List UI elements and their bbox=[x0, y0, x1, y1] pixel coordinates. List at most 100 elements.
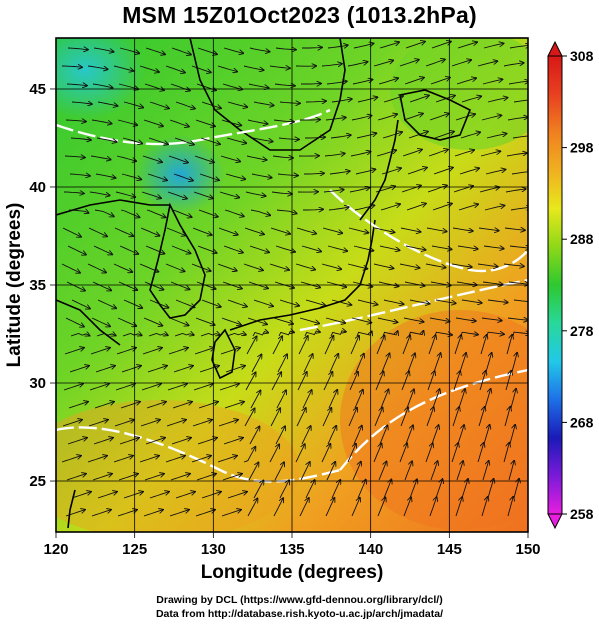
wind-streamline bbox=[455, 114, 475, 121]
x-tick-label: 130 bbox=[201, 541, 226, 558]
wind-streamline bbox=[224, 402, 244, 409]
wind-streamline bbox=[483, 43, 504, 49]
wind-streamline bbox=[139, 263, 158, 272]
wind-streamline bbox=[409, 479, 417, 499]
wind-streamline bbox=[322, 227, 342, 233]
wind-streamline bbox=[199, 173, 219, 180]
wind-streamline bbox=[380, 204, 400, 211]
wind-streamline bbox=[89, 384, 109, 391]
wind-streamline bbox=[353, 426, 362, 445]
wind-streamline bbox=[194, 155, 214, 162]
wind-streamline bbox=[67, 438, 87, 445]
wind-streamline bbox=[227, 299, 247, 307]
wind-streamline bbox=[378, 281, 399, 286]
wind-streamline bbox=[431, 42, 451, 49]
wind-streamline bbox=[66, 474, 86, 481]
wind-streamline bbox=[427, 371, 435, 391]
wind-streamline bbox=[141, 384, 161, 391]
wind-streamline bbox=[454, 335, 461, 355]
x-tick-labels: 120 125 130 135 140 145 150 bbox=[43, 541, 540, 558]
wind-streamline bbox=[119, 438, 139, 445]
wind-streamline bbox=[67, 48, 88, 50]
wind-streamline bbox=[323, 190, 344, 193]
wind-streamline bbox=[197, 47, 217, 54]
wind-streamline bbox=[355, 354, 364, 373]
wind-streamline bbox=[328, 390, 337, 409]
wind-streamline bbox=[116, 155, 136, 161]
wind-streamline bbox=[302, 47, 322, 48]
y-axis-label: Latitude (degrees) bbox=[4, 203, 25, 368]
wind-streamline bbox=[274, 84, 295, 86]
wind-streamline bbox=[148, 137, 168, 144]
wind-streamline bbox=[376, 336, 385, 355]
wind-streamline bbox=[146, 402, 166, 409]
wind-streamline bbox=[508, 282, 528, 284]
wind-streamline bbox=[227, 492, 247, 499]
wind-streamline bbox=[303, 209, 323, 210]
wind-streamline bbox=[272, 156, 293, 158]
wind-streamline bbox=[479, 371, 486, 391]
wind-streamline bbox=[172, 209, 192, 217]
china-coast-north bbox=[56, 199, 170, 216]
wind-streamline bbox=[351, 498, 360, 517]
wind-streamline bbox=[195, 119, 215, 126]
wind-streamline bbox=[331, 299, 351, 305]
wind-streamline bbox=[357, 97, 377, 103]
wind-streamline bbox=[404, 78, 424, 85]
wind-streamline bbox=[244, 227, 264, 234]
wind-streamline bbox=[431, 425, 439, 445]
wind-streamline bbox=[402, 150, 422, 157]
wind-streamline bbox=[217, 65, 237, 72]
wind-streamline bbox=[273, 120, 294, 122]
wind-streamline bbox=[244, 408, 255, 427]
wind-streamline bbox=[270, 227, 290, 234]
wind-streamline bbox=[249, 426, 260, 445]
wind-streamline bbox=[71, 492, 91, 499]
wind-streamline bbox=[457, 425, 464, 445]
wind-streamline bbox=[195, 510, 215, 517]
wind-streamline bbox=[64, 156, 85, 158]
wind-streamline bbox=[295, 263, 315, 270]
wind-streamline bbox=[433, 353, 441, 373]
wind-streamline bbox=[165, 456, 185, 463]
wind-streamline bbox=[92, 83, 113, 88]
wind-streamline bbox=[299, 317, 319, 324]
y-tick-label: 35 bbox=[29, 277, 46, 294]
wind-streamline bbox=[428, 150, 448, 157]
wind-streamline bbox=[170, 83, 190, 91]
wind-streamline bbox=[305, 137, 325, 138]
wind-streamline bbox=[191, 65, 211, 72]
wind-streamline bbox=[329, 171, 350, 174]
wind-streamline bbox=[93, 438, 113, 445]
wind-streamline bbox=[512, 332, 528, 336]
wind-streamline bbox=[217, 263, 237, 271]
wind-streamline bbox=[301, 84, 321, 85]
wind-streamline bbox=[169, 119, 189, 127]
wind-streamline bbox=[378, 78, 398, 85]
wind-streamline bbox=[373, 444, 382, 463]
wind-streamline bbox=[198, 209, 218, 217]
wind-streamline bbox=[329, 354, 338, 373]
wind-streamline bbox=[199, 366, 219, 373]
wind-streamline bbox=[405, 42, 425, 49]
wind-streamline bbox=[243, 65, 264, 70]
wind-streamline bbox=[487, 300, 508, 303]
wind-streamline bbox=[141, 191, 161, 198]
wind-streamline bbox=[483, 246, 504, 249]
credit-drawing: Drawing by DCL (https://www.gfd-dennou.o… bbox=[156, 594, 443, 606]
wind-streamline bbox=[97, 492, 117, 499]
y-tick-label: 30 bbox=[29, 375, 46, 392]
wind-streamline bbox=[193, 384, 213, 391]
wind-streamline bbox=[377, 317, 398, 322]
wind-streamline bbox=[326, 81, 347, 84]
wind-streamline bbox=[142, 155, 162, 162]
wind-streamline bbox=[486, 332, 504, 336]
x-tick-label: 120 bbox=[43, 541, 68, 558]
wind-streamline bbox=[223, 245, 243, 253]
wind-streamline bbox=[227, 101, 247, 107]
wind-streamline bbox=[143, 317, 162, 326]
wind-streamline bbox=[354, 205, 374, 211]
wind-streamline bbox=[191, 263, 211, 271]
wind-streamline bbox=[409, 95, 429, 103]
wind-streamline bbox=[354, 390, 363, 409]
